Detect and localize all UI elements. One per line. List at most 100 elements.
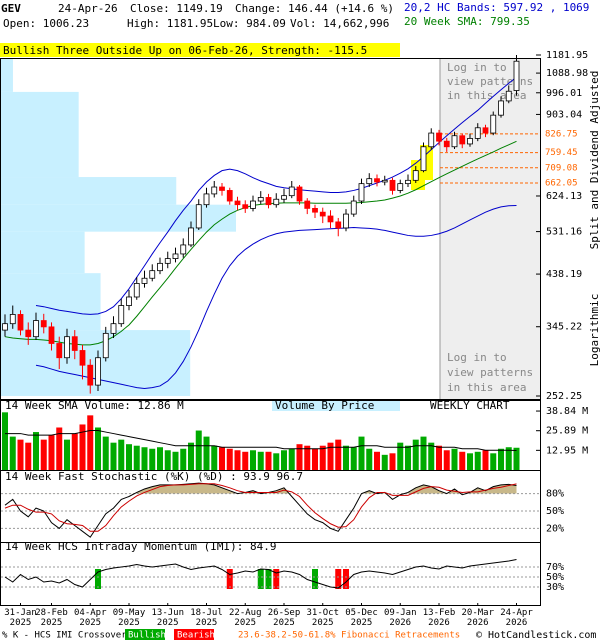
volume-by-price-bar <box>1 273 101 331</box>
volume-bar <box>513 447 520 470</box>
candle-body <box>64 336 70 359</box>
volume-bar <box>490 453 497 470</box>
volume-bar <box>219 447 225 470</box>
volume-bar <box>33 432 39 470</box>
volume-bar <box>482 450 489 470</box>
volume-bar <box>40 439 47 470</box>
volume-bar <box>459 451 466 470</box>
candle-body <box>149 270 156 279</box>
y-tick-label: 50% <box>546 572 564 583</box>
candle-body <box>405 179 411 185</box>
symbol: GEV <box>1 2 21 15</box>
volume-bar <box>436 445 442 470</box>
volume-bar <box>389 453 396 470</box>
volume-bar <box>366 448 373 470</box>
y-tick-label: 438.19 <box>546 269 582 280</box>
volume-bar <box>149 448 156 470</box>
candle-body <box>95 357 101 386</box>
x-tick-label: 31-Jan 2025 <box>4 608 37 628</box>
close: Close: 1149.19 <box>130 2 223 15</box>
volume-by-price-bar <box>1 231 85 274</box>
volume-bar <box>87 415 94 470</box>
volume-bar <box>102 436 109 470</box>
candle-body <box>102 332 109 359</box>
candle-body <box>234 200 241 206</box>
volume-bar <box>180 448 187 470</box>
candle-body <box>118 305 125 325</box>
side-label: Split and Dividend Adjusted <box>588 71 600 250</box>
y-tick-label: 12.95 M <box>546 445 588 456</box>
y-tick-label: 38.84 M <box>546 406 588 417</box>
volume-bar <box>405 445 411 470</box>
fib-label: 662.05 <box>545 178 578 188</box>
x-tick-label: 04-Apr 2025 <box>74 608 107 628</box>
vbp-label: Volume By Price <box>275 399 374 412</box>
candle-body <box>219 186 225 191</box>
fib-label: 709.08 <box>545 163 578 173</box>
candle-body <box>443 140 450 148</box>
series-line <box>35 76 517 315</box>
candle-body <box>350 200 357 215</box>
candle-body <box>482 127 489 134</box>
volume-bar <box>343 445 349 470</box>
sma: 20 Week SMA: 799.35 <box>404 15 530 28</box>
candle-body <box>17 314 24 331</box>
candle-body <box>71 336 78 351</box>
y-tick-label: 30% <box>546 582 564 593</box>
candle-body <box>412 170 419 181</box>
vbp-label-bg <box>272 400 400 411</box>
volume-bar <box>467 453 473 470</box>
y-tick-label: 345.22 <box>546 322 582 333</box>
crossover-marker <box>343 569 349 589</box>
x-tick-label: 13-Jun 2025 <box>151 608 184 628</box>
candle-body <box>141 277 148 284</box>
volume-bar <box>350 447 357 470</box>
candle-body <box>428 132 435 148</box>
volume: Vol: 14,662,996 <box>290 17 389 30</box>
notice: in this area <box>447 381 526 394</box>
y-tick-label: 50% <box>546 506 564 517</box>
volume-bar <box>498 448 504 470</box>
volume-bar <box>420 436 427 470</box>
high: High: 1181.95 <box>127 17 213 30</box>
x-tick-label: 22-Aug 2025 <box>229 608 262 628</box>
volume-title: 14 Week SMA Volume: 12.86 M <box>5 399 184 412</box>
copyright: © HotCandlestick.com <box>476 630 596 640</box>
x-tick-label: 26-Sep 2025 <box>268 608 301 628</box>
candle-body <box>474 127 481 139</box>
candle-body <box>164 258 171 264</box>
volume-bar <box>172 451 179 470</box>
volume-bar <box>126 444 132 470</box>
candle-body <box>211 186 218 195</box>
volume-bar <box>203 436 210 470</box>
candle-body <box>203 193 210 206</box>
candle-body <box>513 60 520 91</box>
candle-body <box>366 178 373 185</box>
x-tick-label: 28-Feb 2025 <box>35 608 68 628</box>
fibonacci-label: 23.6-38.2-50-61.8% Fibonacci Retracement… <box>238 631 460 640</box>
candle-body <box>397 183 404 191</box>
x-tick-label: 13-Feb 2026 <box>423 608 456 628</box>
volume-by-price-bar <box>1 59 13 92</box>
candle-body <box>87 364 94 386</box>
imi-title: 14 Week HCS Intraday Momentum (IMI): 84.… <box>5 540 277 553</box>
crossover-marker <box>273 569 280 589</box>
volume-bar <box>443 450 450 470</box>
x-tick-label: 05-Dec 2025 <box>345 608 378 628</box>
volume-bar <box>141 447 148 470</box>
volume-bar <box>304 445 311 470</box>
candle-body <box>436 132 442 142</box>
candle-body <box>33 320 39 338</box>
volume-bar <box>133 445 140 470</box>
candle-body <box>358 183 365 202</box>
volume-bar <box>71 433 78 470</box>
stoch-title: 14 Week Fast Stochastic (%K) (%D) : 93.9… <box>5 470 303 483</box>
bullish-bg <box>125 629 165 640</box>
y-tick-label: 25.89 M <box>546 426 588 437</box>
notice: Log in to <box>447 351 507 364</box>
volume-bar <box>265 451 272 470</box>
candle-body <box>110 323 117 334</box>
crossover-marker <box>335 569 342 589</box>
volume-bar <box>327 442 334 470</box>
